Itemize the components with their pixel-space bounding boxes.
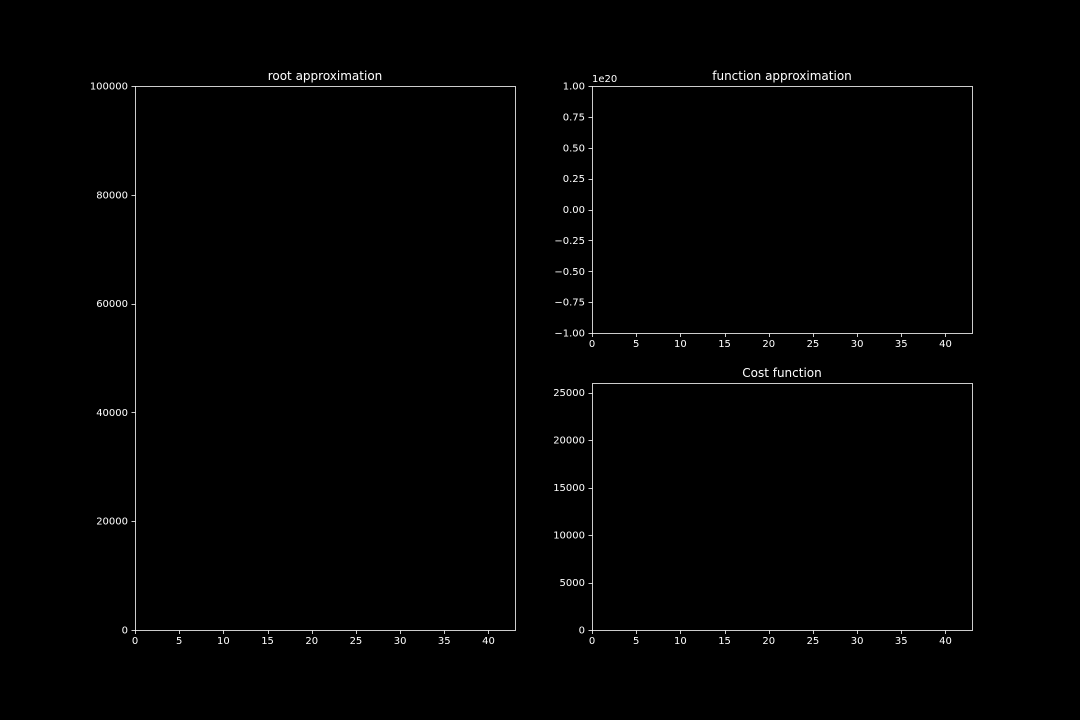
function-y-tick-label: 0.25 bbox=[563, 174, 585, 185]
cost-y-tick-label: 10000 bbox=[553, 531, 585, 542]
cost-x-tick-label: 40 bbox=[939, 636, 952, 647]
root-y-tick-label: 80000 bbox=[96, 190, 128, 201]
function-y-tick-label: 0.00 bbox=[563, 205, 585, 216]
function-y-tick-label: −0.75 bbox=[554, 298, 585, 309]
root-x-tick-label: 40 bbox=[482, 636, 495, 647]
root-x-tick-label: 15 bbox=[261, 636, 274, 647]
cost-x-tick-label: 25 bbox=[807, 636, 820, 647]
cost-x-tick-label: 30 bbox=[851, 636, 864, 647]
root-approximation-ticks: 0 5 10 15 20 25 30 35 40 0 20000 40000 60000 80000 100… bbox=[90, 82, 495, 648]
cost-x-tick-label: 0 bbox=[589, 636, 595, 647]
function-approximation-title: function approximation bbox=[712, 69, 852, 83]
root-y-tick-label: 100000 bbox=[90, 82, 128, 93]
cost-y-tick-label: 5000 bbox=[560, 578, 585, 589]
cost-function-title: Cost function bbox=[742, 366, 822, 380]
cost-function-frame bbox=[592, 383, 973, 631]
root-x-tick-label: 0 bbox=[132, 636, 138, 647]
function-y-tick-label: 0.75 bbox=[563, 112, 585, 123]
function-x-tick-label: 20 bbox=[762, 339, 775, 350]
function-approximation-frame bbox=[592, 86, 973, 334]
function-x-tick-label: 15 bbox=[718, 339, 731, 350]
cost-function-ticks: 0 5 10 15 20 25 30 35 40 0 5000 10000 15000 20000 2500… bbox=[553, 388, 952, 647]
root-x-tick-label: 30 bbox=[394, 636, 407, 647]
function-approximation-offset-text: 1e20 bbox=[592, 74, 617, 85]
root-approximation-frame bbox=[135, 86, 516, 631]
function-x-tick-label: 5 bbox=[633, 339, 639, 350]
function-y-tick-label: −0.25 bbox=[554, 236, 585, 247]
root-approximation-title: root approximation bbox=[268, 69, 383, 83]
root-x-tick-label: 25 bbox=[350, 636, 363, 647]
function-x-tick-label: 40 bbox=[939, 339, 952, 350]
function-x-tick-label: 0 bbox=[589, 339, 595, 350]
function-x-tick-label: 25 bbox=[807, 339, 820, 350]
cost-x-tick-label: 5 bbox=[633, 636, 639, 647]
root-x-tick-label: 10 bbox=[217, 636, 230, 647]
root-x-tick-label: 5 bbox=[176, 636, 182, 647]
root-y-tick-label: 60000 bbox=[96, 299, 128, 310]
function-approximation-ticks: 0 5 10 15 20 25 30 35 40 −1.00 −0.75 −0.50 −0.25 0.00… bbox=[554, 82, 952, 351]
root-x-tick-label: 20 bbox=[305, 636, 318, 647]
cost-y-tick-label: 0 bbox=[579, 626, 585, 637]
function-y-tick-label: −0.50 bbox=[554, 267, 585, 278]
function-y-tick-label: 1.00 bbox=[563, 82, 585, 93]
cost-x-tick-label: 20 bbox=[762, 636, 775, 647]
cost-function-axes: Cost function 0 5 10 15 20 25 30 35 40 0 5000 10000… bbox=[553, 366, 973, 647]
function-y-tick-label: −1.00 bbox=[554, 329, 585, 340]
cost-x-tick-label: 35 bbox=[895, 636, 908, 647]
function-approximation-axes: function approximation 1e20 0 5 10 15 20 25 30… bbox=[554, 69, 973, 351]
function-x-tick-label: 35 bbox=[895, 339, 908, 350]
root-y-tick-label: 40000 bbox=[96, 408, 128, 419]
cost-y-tick-label: 20000 bbox=[553, 436, 585, 447]
root-y-tick-label: 0 bbox=[122, 626, 128, 637]
cost-x-tick-label: 10 bbox=[674, 636, 687, 647]
function-x-tick-label: 30 bbox=[851, 339, 864, 350]
cost-x-tick-label: 15 bbox=[718, 636, 731, 647]
cost-y-tick-label: 15000 bbox=[553, 483, 585, 494]
function-x-tick-label: 10 bbox=[674, 339, 687, 350]
function-y-tick-label: 0.50 bbox=[563, 143, 585, 154]
cost-y-tick-label: 25000 bbox=[553, 388, 585, 399]
root-approximation-axes: root approximation 0 5 10 15 20 25 30 35 40 0 2000… bbox=[90, 69, 516, 647]
root-x-tick-label: 35 bbox=[438, 636, 451, 647]
root-y-tick-label: 20000 bbox=[96, 517, 128, 528]
